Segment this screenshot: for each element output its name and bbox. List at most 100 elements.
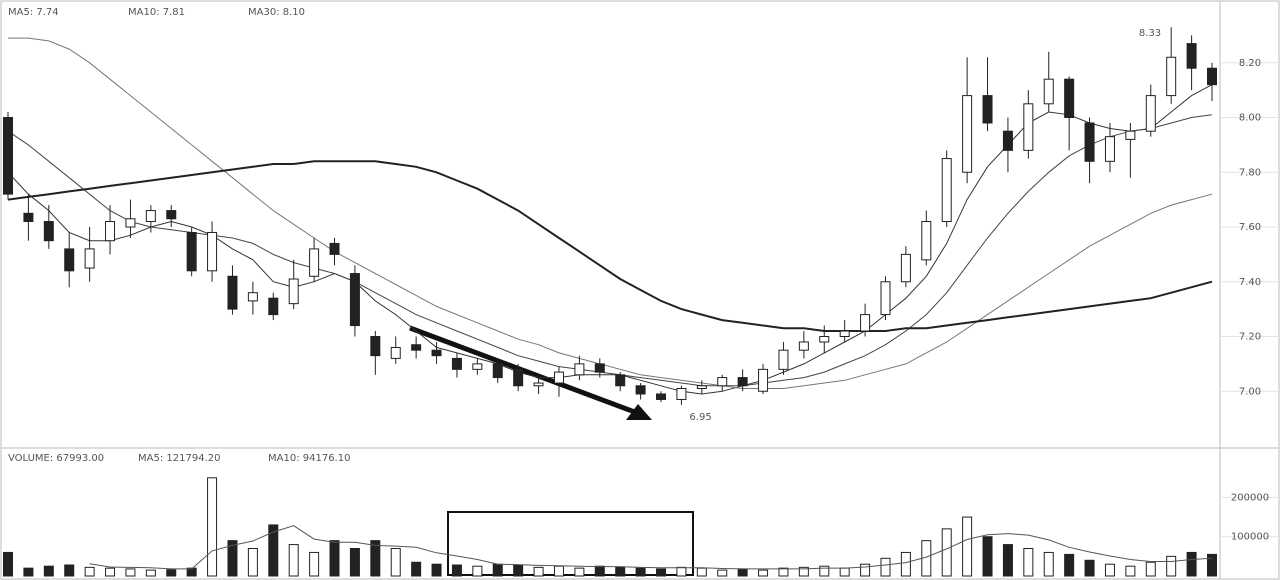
volume-bar	[1125, 565, 1136, 577]
trend-arrow	[409, 325, 641, 417]
candle-body	[186, 231, 197, 272]
volume-bar	[186, 567, 197, 577]
candle-body	[349, 273, 360, 327]
volume-bar	[268, 524, 279, 577]
candle-body	[451, 357, 462, 370]
volume-bar	[615, 566, 626, 577]
volume-bar	[941, 528, 952, 577]
candle-body	[1166, 56, 1177, 97]
volume-bar	[860, 563, 871, 577]
trend-arrow-head	[626, 404, 652, 420]
candle-body	[3, 117, 13, 195]
volume-bar	[737, 568, 748, 577]
y-tick-label: 7.40	[1239, 277, 1261, 288]
volume-tick-label: 200000	[1231, 492, 1269, 503]
volume-tick-label: 100000	[1231, 532, 1269, 543]
candle-body	[105, 221, 116, 242]
candle-body	[1064, 78, 1075, 119]
candle-body	[1145, 95, 1156, 132]
candle-body	[941, 158, 952, 223]
highlight-box	[447, 511, 694, 576]
candle-body	[778, 349, 789, 370]
volume-bar	[1043, 551, 1054, 577]
y-tick-label: 8.00	[1239, 113, 1261, 124]
volume-bar	[819, 565, 830, 577]
volume-bar	[288, 544, 299, 577]
candle-body	[798, 341, 809, 351]
header-label: MA5: 7.74	[8, 7, 59, 18]
volume-header-label: VOLUME: 67993.00	[8, 453, 104, 464]
candle-body	[696, 385, 707, 390]
candle-body	[390, 346, 401, 359]
candle-body	[84, 248, 95, 269]
volume-bar	[84, 566, 95, 577]
candle-body	[635, 385, 646, 395]
volume-bar	[492, 563, 503, 577]
y-tick-label: 7.20	[1239, 332, 1261, 343]
candle-body	[982, 95, 993, 124]
volume-bar	[594, 565, 605, 577]
candle-body	[574, 363, 585, 376]
candle-body	[64, 248, 75, 272]
volume-bar	[1023, 548, 1034, 577]
volume-bar	[839, 567, 850, 577]
candle-body	[43, 221, 54, 242]
y-tick-label: 7.80	[1239, 167, 1261, 178]
candle-body	[656, 393, 667, 400]
y-tick-label: 7.00	[1239, 386, 1261, 397]
candle-body	[553, 371, 564, 384]
candle-body	[227, 275, 238, 310]
candle-body	[615, 374, 626, 387]
candle-body	[860, 314, 871, 332]
candle-body	[839, 330, 850, 337]
candle-body	[492, 363, 503, 379]
moving-average-line	[8, 37, 1213, 389]
volume-bar	[717, 569, 728, 577]
volume-bar	[1064, 553, 1075, 577]
volume-bar	[43, 565, 54, 577]
candle-body	[676, 388, 687, 400]
candle-body	[1023, 103, 1034, 151]
volume-bar	[880, 557, 891, 577]
volume-bar	[3, 551, 13, 577]
volume-bar	[166, 569, 177, 577]
candle-body	[900, 253, 911, 283]
volume-bar	[64, 564, 75, 577]
y-tick-label: 8.20	[1239, 58, 1261, 69]
candle-body	[309, 248, 320, 277]
volume-bar	[758, 569, 769, 577]
volume-bar	[635, 567, 646, 577]
candle-body	[166, 210, 177, 220]
header-label: MA30: 8.10	[248, 7, 305, 18]
volume-bar	[553, 565, 564, 577]
volume-bar	[451, 564, 462, 577]
candle-body	[921, 221, 932, 261]
volume-bar	[676, 566, 687, 577]
candle-body	[125, 218, 136, 228]
volume-bar	[513, 564, 524, 577]
high-label: 8.33	[1139, 28, 1161, 39]
volume-bar	[329, 540, 340, 577]
volume-bar	[247, 548, 258, 577]
volume-bar	[431, 563, 442, 577]
candle-body	[594, 363, 605, 373]
volume-bar	[390, 548, 401, 577]
price-header: MA5: 7.74 MA10: 7.81 MA30: 8.10	[8, 7, 305, 18]
candle-body	[533, 382, 544, 387]
candle-body	[880, 281, 891, 316]
candle-body	[23, 212, 34, 223]
volume-bar	[656, 568, 667, 577]
candle-body	[962, 95, 973, 173]
volume-bar	[1002, 544, 1013, 577]
candle-body	[472, 363, 483, 370]
volume-header: VOLUME: 67993.00 MA5: 121794.20 MA10: 9417…	[8, 453, 350, 464]
candle-body	[370, 336, 381, 357]
candle-body	[1207, 67, 1217, 86]
volume-bar	[696, 567, 707, 577]
candle-body	[819, 336, 830, 343]
candle-body	[1125, 130, 1136, 140]
volume-bar	[309, 551, 320, 577]
volume-bar	[574, 567, 585, 577]
